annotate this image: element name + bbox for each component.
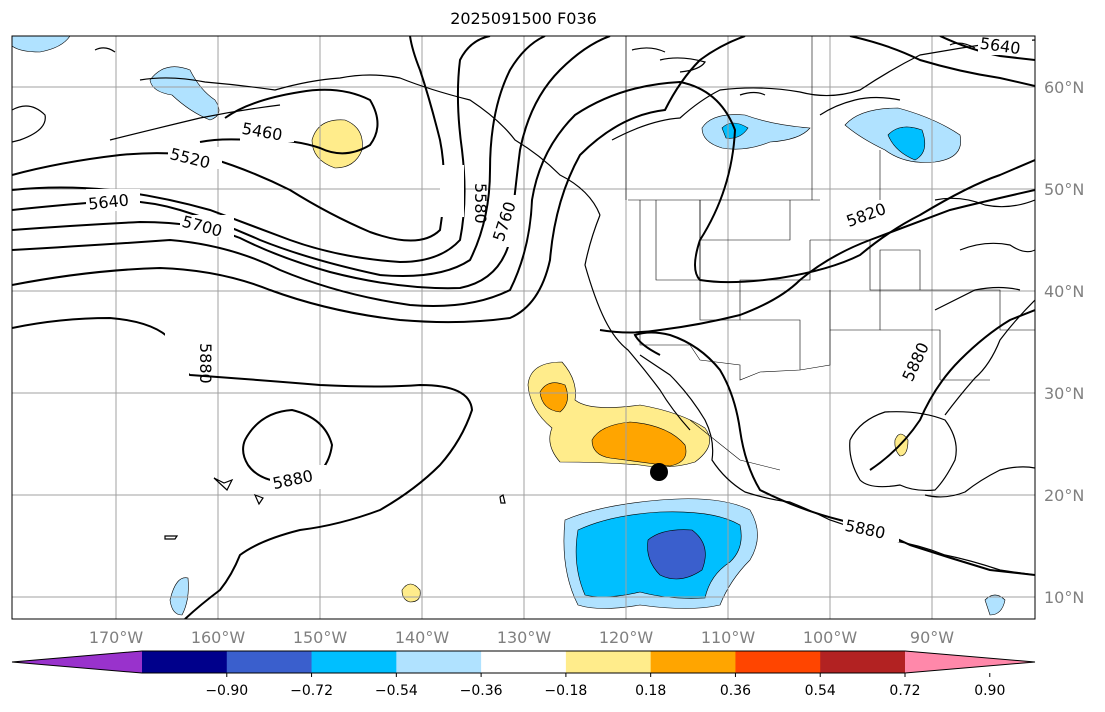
lon-label: 100°W: [803, 628, 858, 647]
negative-anomaly-alaska: [149, 66, 220, 121]
lon-label: 160°W: [191, 628, 246, 647]
contour-5880-east: [633, 331, 1035, 576]
contour-label: 5580: [471, 183, 490, 224]
colorbar-segment: [396, 651, 482, 673]
contour-5700: [12, 36, 611, 290]
storm-marker-icon: [650, 463, 668, 481]
contour-5820: [12, 36, 1035, 334]
colorbar-tick-label: −0.90: [205, 683, 248, 699]
positive-anomaly-pacific-small: [401, 583, 421, 603]
map-content: 5460 5520 5580 5640 5700 5760 5820 5880 …: [12, 34, 1035, 619]
colorbar-tick-label: 0.18: [635, 683, 666, 699]
lat-label: 50°N: [1044, 180, 1084, 199]
colorbar-segment: [650, 651, 736, 673]
colorbar-extend-low: [12, 651, 142, 673]
contour-5580: [12, 36, 491, 264]
contour-label: 5880: [196, 343, 215, 384]
lon-label: 110°W: [701, 628, 756, 647]
anomaly-shading: [12, 36, 1006, 616]
colorbar-segment: [565, 651, 652, 673]
colorbar-segment: [226, 651, 313, 673]
colorbar-extend-high: [905, 651, 1035, 673]
negative-anomaly-small-1: [169, 577, 189, 616]
lon-label: 130°W: [497, 628, 552, 647]
colorbar: −0.90 −0.72 −0.54 −0.36 −0.18 0.18 0.36 0.54 0.7…: [11, 650, 1036, 699]
lon-label: 150°W: [293, 628, 348, 647]
coastlines: [12, 39, 1035, 576]
colorbar-segments: [11, 650, 1036, 674]
lat-label: 40°N: [1044, 282, 1084, 301]
colorbar-segment: [735, 651, 821, 673]
colorbar-segment: [142, 651, 228, 673]
lon-label: 120°W: [599, 628, 654, 647]
colorbar-tick-label: −0.54: [375, 683, 418, 699]
contour-5760: [12, 80, 1035, 307]
colorbar-segment: [311, 651, 397, 673]
height-contours: [12, 36, 1035, 619]
positive-anomaly-baja-core-east: [591, 421, 687, 467]
contour-5820-ne: [849, 36, 1035, 87]
negative-anomaly-hudson-core: [887, 126, 926, 161]
negative-anomaly-tropical-core: [647, 529, 706, 580]
lat-lon-grid: [12, 36, 1035, 619]
contour-label: 5640: [979, 34, 1022, 58]
contour-5520: [12, 36, 445, 242]
colorbar-outline: [11, 650, 1036, 674]
latitude-labels: 60°N 50°N 40°N 30°N 20°N 10°N: [1044, 78, 1084, 607]
longitude-labels: 170°W 160°W 150°W 140°W 130°W 120°W 110°…: [89, 628, 954, 647]
colorbar-segment: [820, 651, 906, 673]
lat-label: 20°N: [1044, 486, 1084, 505]
contour-5640: [12, 36, 546, 277]
colorbar-tick-label: −0.36: [460, 683, 503, 699]
lon-label: 140°W: [395, 628, 450, 647]
map-frame: [11, 35, 1036, 620]
colorbar-tick-label: −0.18: [544, 683, 587, 699]
contour-5880-west: [12, 316, 474, 619]
contour-5880-gulf: [869, 309, 1035, 471]
colorbar-tick-label: 0.36: [720, 683, 751, 699]
lat-label: 10°N: [1044, 588, 1084, 607]
lon-label: 90°W: [910, 628, 954, 647]
lat-label: 60°N: [1044, 78, 1084, 97]
positive-anomaly-baja-core-west: [539, 382, 568, 413]
colorbar-segment: [481, 651, 567, 673]
negative-anomaly-small-2: [984, 594, 1006, 616]
contour-label: 5640: [87, 190, 129, 213]
contour-5640-ne: [939, 36, 1035, 61]
lat-label: 30°N: [1044, 384, 1084, 403]
colorbar-tick-label: 0.90: [974, 683, 1005, 699]
colorbar-tick-label: 0.72: [889, 683, 920, 699]
map-title: 2025091500 F036: [450, 9, 597, 28]
colorbar-tick-label: 0.54: [805, 683, 836, 699]
colorbar-ticks: −0.90 −0.72 −0.54 −0.36 −0.18 0.18 0.36 0.54 0.7…: [205, 673, 1005, 699]
negative-anomaly-corner: [12, 36, 71, 53]
lon-label: 170°W: [89, 628, 144, 647]
colorbar-tick-label: −0.72: [290, 683, 333, 699]
negative-anomaly-canada-west: [701, 114, 811, 150]
contour-label-group: 5460 5520 5580 5640 5700 5760 5820 5880 …: [86, 34, 1032, 543]
